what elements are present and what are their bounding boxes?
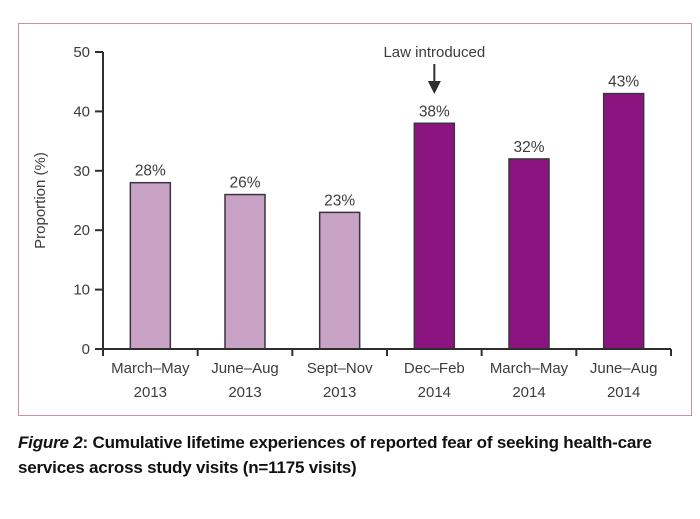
bar-value-label: 23% bbox=[324, 192, 355, 209]
y-axis-tick-label: 20 bbox=[73, 222, 90, 239]
chart-frame: 28% 26% 23% 38% 32% 43% 0 10 20 30 40 50 March–May 20… bbox=[18, 23, 692, 416]
bar bbox=[413, 122, 456, 350]
x-axis-label-line1: June–Aug bbox=[590, 360, 658, 377]
annotation-label: Law introduced bbox=[383, 44, 485, 61]
bar bbox=[129, 181, 172, 350]
x-axis-label-line2: 2014 bbox=[512, 384, 545, 401]
x-axis-label-line2: 2013 bbox=[134, 384, 167, 401]
x-axis-label-line2: 2014 bbox=[607, 384, 640, 401]
y-axis-title: Proportion (%) bbox=[32, 152, 49, 249]
caption-separator: : bbox=[82, 433, 93, 452]
x-axis-label-line2: 2013 bbox=[228, 384, 261, 401]
y-axis-tick-label: 30 bbox=[73, 163, 90, 180]
y-axis-tick-label: 0 bbox=[82, 341, 90, 358]
x-axis-label-line1: Sept–Nov bbox=[307, 360, 373, 377]
bar bbox=[318, 211, 361, 350]
figure-number: Figure 2 bbox=[18, 433, 83, 452]
bar-chart: 28% 26% 23% 38% 32% 43% 0 10 20 30 40 50 March–May 20… bbox=[32, 44, 672, 401]
x-axis-label-line1: March–May bbox=[111, 360, 190, 377]
x-axis-label-line1: March–May bbox=[490, 360, 569, 377]
y-axis-tick-label: 50 bbox=[73, 44, 90, 61]
y-axis-tick-label: 40 bbox=[73, 103, 90, 120]
bar bbox=[602, 92, 645, 350]
bar-value-label: 43% bbox=[608, 74, 639, 91]
figure-caption-text: Cumulative lifetime experiences of repor… bbox=[18, 433, 652, 477]
annotation-arrow-head-icon bbox=[427, 81, 441, 94]
bar-value-label: 26% bbox=[229, 175, 260, 192]
bar-value-label: 28% bbox=[135, 163, 166, 180]
bar bbox=[508, 158, 550, 350]
bar bbox=[224, 193, 266, 350]
x-axis-label-line2: 2013 bbox=[323, 384, 356, 401]
bar-value-label: 38% bbox=[419, 103, 450, 120]
bar-value-label: 32% bbox=[513, 139, 544, 156]
x-axis-label-line1: June–Aug bbox=[211, 360, 279, 377]
y-axis-tick-label: 10 bbox=[73, 282, 90, 299]
figure-caption: Figure 2: Cumulative lifetime experience… bbox=[18, 430, 686, 480]
x-axis-label-line2: 2014 bbox=[418, 384, 451, 401]
x-axis-label-line1: Dec–Feb bbox=[404, 360, 465, 377]
